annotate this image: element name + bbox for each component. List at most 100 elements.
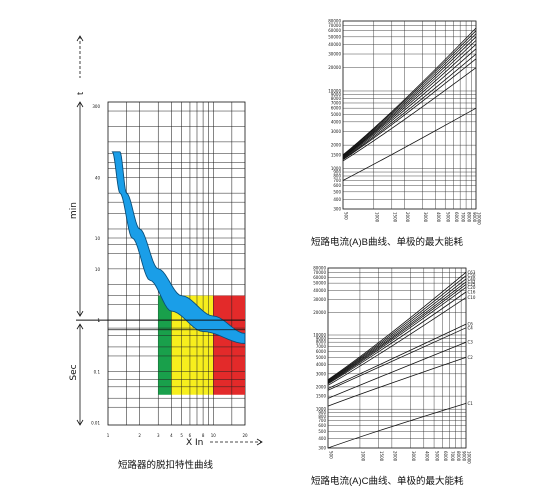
x-tick-label: 1000 (360, 451, 365, 462)
series-line (327, 291, 467, 385)
series-line (342, 107, 477, 181)
x-tick-label: 5 (180, 433, 183, 438)
y-tick-label: 500 (333, 189, 341, 194)
series-line (327, 284, 467, 383)
y-tick-label: 60000 (313, 275, 326, 280)
series-line (342, 27, 477, 156)
x-tick-label: 10 (211, 433, 217, 438)
series-line (342, 33, 477, 157)
y-tick-label: 10000 (313, 333, 326, 338)
y-tick-label: 300 (318, 446, 326, 451)
y-tick-label: 8000 (331, 96, 342, 101)
time-arrow-head (76, 35, 84, 42)
series-label: C25 (468, 282, 476, 287)
series-label: C63 (468, 270, 476, 275)
x-tick-label: 8000 (467, 212, 472, 223)
x-tick-label: 3000 (423, 212, 428, 223)
x-tick-label: 4000 (436, 212, 441, 223)
y-tick-label: 400 (318, 436, 326, 441)
series-line (327, 327, 467, 391)
series-line (327, 341, 467, 399)
y-tick-label: 6000 (316, 349, 327, 354)
y-tick-label-sec: 0.1 (94, 369, 101, 374)
x-tick-label: 4 (170, 433, 173, 438)
x-tick-label: 6 (189, 433, 192, 438)
x-tick-label: 1000 (374, 212, 379, 223)
series-label: C40 (468, 276, 476, 281)
y-tick-label: 1000 (316, 407, 327, 412)
y-tick-label: 400 (333, 197, 341, 202)
x-tick-label: 1500 (392, 212, 397, 223)
y-tick-label: 7000 (331, 100, 342, 105)
y-tick-label: 9000 (316, 336, 327, 341)
x-arrow-head (256, 438, 263, 446)
y-tick-label: 1500 (316, 394, 327, 399)
y-tick-label: 10000 (328, 88, 341, 93)
y-tick-label: 5000 (331, 112, 342, 117)
y-tick-label: 50000 (328, 34, 341, 39)
x-tick-label: 20 (242, 433, 248, 438)
y-tick-label: 8000 (316, 340, 327, 345)
series-line (342, 40, 477, 158)
series-label: C6 (468, 322, 474, 327)
y-tick-label: 700 (333, 178, 341, 183)
x-tick-label: 3 (157, 433, 160, 438)
zone-rect (213, 295, 245, 395)
y-tick-label: 50000 (313, 281, 326, 286)
series-label: C4 (468, 325, 474, 330)
y-tick-label: 5000 (316, 355, 327, 360)
series-line (342, 53, 477, 160)
x-tick-label: 2 (138, 433, 141, 438)
x-tick-label: 6000 (443, 451, 448, 462)
y-tick-label-min: 40 (95, 176, 101, 181)
series-line (342, 30, 477, 156)
y-tick-label: 600 (318, 423, 326, 428)
y-tick-label: 800 (333, 173, 341, 178)
x-tick-label: 500 (344, 212, 349, 220)
series-line (342, 58, 477, 160)
x-tick-label: 10000 (477, 212, 482, 225)
series-label: C2 (468, 355, 474, 360)
x-tick-label: 1 (107, 433, 110, 438)
x-tick-label: 4000 (424, 451, 429, 462)
x-axis-label: X In (186, 438, 203, 448)
y-arrow-label: t (76, 92, 85, 95)
x-tick-label: 1500 (379, 451, 384, 462)
y-tick-label: 40000 (328, 42, 341, 47)
trip-band (111, 151, 246, 344)
y-tick-label-sec: 10 (95, 267, 101, 272)
series-label: C32 (468, 279, 476, 284)
series-label: C16 (468, 289, 476, 294)
series-line (327, 356, 467, 407)
series-line (327, 323, 467, 389)
y-tick-label: 900 (333, 170, 341, 175)
trip-chart-caption: 短路器的脱扣特性曲线 (118, 460, 214, 471)
x-tick-label: 5000 (435, 451, 440, 462)
y-tick-label: 9000 (331, 92, 342, 97)
series-line (327, 278, 467, 382)
x-tick-label: 10000 (467, 451, 472, 464)
series-line (327, 271, 467, 381)
y-tick-label: 6000 (331, 106, 342, 111)
series-line (327, 275, 467, 381)
x-tick-label: 9000 (462, 451, 467, 462)
x-tick-label: 7000 (461, 212, 466, 223)
x-tick-label: 5000 (446, 212, 451, 223)
y-tick-label: 2000 (331, 143, 342, 148)
y-tick-label: 7000 (316, 344, 327, 349)
y-tick-label: 300 (333, 207, 341, 212)
series-label: C10 (468, 295, 476, 300)
series-line (342, 67, 477, 162)
series-line (327, 297, 467, 386)
x-tick-label: 3000 (411, 451, 416, 462)
y-tick-label-sec: 1 (97, 318, 100, 323)
y-tick-label: 1000 (331, 166, 342, 171)
y-axis-label-sec: Sec (69, 364, 79, 380)
c-chart-caption: 短路电流(A)C曲线、单极的最大能耗 (311, 476, 464, 487)
y-tick-label-min: 300 (92, 104, 100, 109)
y-axis-label-min: min (69, 202, 79, 219)
x-tick-label: 500 (329, 451, 334, 459)
